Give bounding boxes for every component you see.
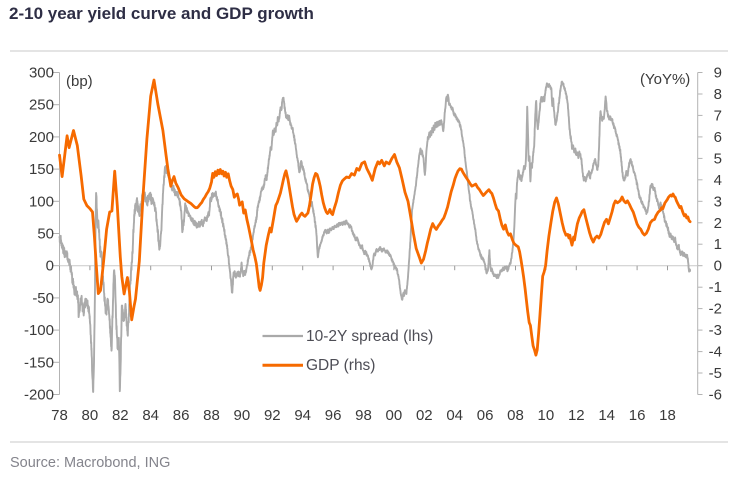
svg-text:(bp): (bp) — [66, 73, 93, 90]
svg-text:-5: -5 — [709, 365, 722, 382]
svg-text:10-2Y spread (lhs): 10-2Y spread (lhs) — [306, 328, 433, 345]
svg-text:96: 96 — [325, 407, 342, 424]
svg-text:3: 3 — [714, 193, 722, 210]
svg-text:88: 88 — [203, 407, 220, 424]
svg-text:0: 0 — [714, 258, 722, 275]
svg-text:50: 50 — [37, 226, 54, 243]
svg-text:98: 98 — [355, 407, 372, 424]
svg-text:-6: -6 — [709, 387, 722, 404]
svg-text:18: 18 — [659, 407, 676, 424]
svg-text:10: 10 — [538, 407, 555, 424]
svg-text:8: 8 — [714, 86, 722, 103]
svg-text:250: 250 — [29, 97, 54, 114]
svg-text:-3: -3 — [709, 322, 722, 339]
svg-text:100: 100 — [29, 193, 54, 210]
svg-text:150: 150 — [29, 161, 54, 178]
svg-text:4: 4 — [714, 172, 722, 189]
svg-text:-1: -1 — [709, 279, 722, 296]
svg-text:02: 02 — [416, 407, 433, 424]
svg-text:300: 300 — [29, 65, 54, 82]
svg-text:-200: -200 — [24, 387, 54, 404]
svg-text:2: 2 — [714, 215, 722, 232]
svg-text:78: 78 — [51, 407, 68, 424]
svg-text:82: 82 — [112, 407, 129, 424]
svg-text:(YoY%): (YoY%) — [640, 71, 690, 88]
svg-text:14: 14 — [598, 407, 615, 424]
svg-text:1: 1 — [714, 236, 722, 253]
svg-text:GDP (rhs): GDP (rhs) — [306, 357, 375, 374]
svg-text:84: 84 — [142, 407, 159, 424]
svg-text:9: 9 — [714, 65, 722, 82]
svg-text:-2: -2 — [709, 301, 722, 318]
svg-text:04: 04 — [446, 407, 463, 424]
svg-text:-150: -150 — [24, 354, 54, 371]
svg-text:200: 200 — [29, 129, 54, 146]
svg-text:-4: -4 — [709, 344, 722, 361]
svg-text:0: 0 — [46, 258, 54, 275]
svg-text:16: 16 — [629, 407, 646, 424]
svg-text:90: 90 — [234, 407, 251, 424]
svg-text:86: 86 — [173, 407, 190, 424]
svg-text:6: 6 — [714, 129, 722, 146]
svg-text:-50: -50 — [32, 290, 54, 307]
svg-text:08: 08 — [507, 407, 524, 424]
svg-text:06: 06 — [477, 407, 494, 424]
svg-text:94: 94 — [294, 407, 311, 424]
svg-text:-100: -100 — [24, 322, 54, 339]
svg-text:80: 80 — [82, 407, 99, 424]
svg-text:5: 5 — [714, 150, 722, 167]
svg-text:00: 00 — [386, 407, 403, 424]
svg-text:12: 12 — [568, 407, 585, 424]
svg-text:92: 92 — [264, 407, 281, 424]
svg-text:7: 7 — [714, 107, 722, 124]
